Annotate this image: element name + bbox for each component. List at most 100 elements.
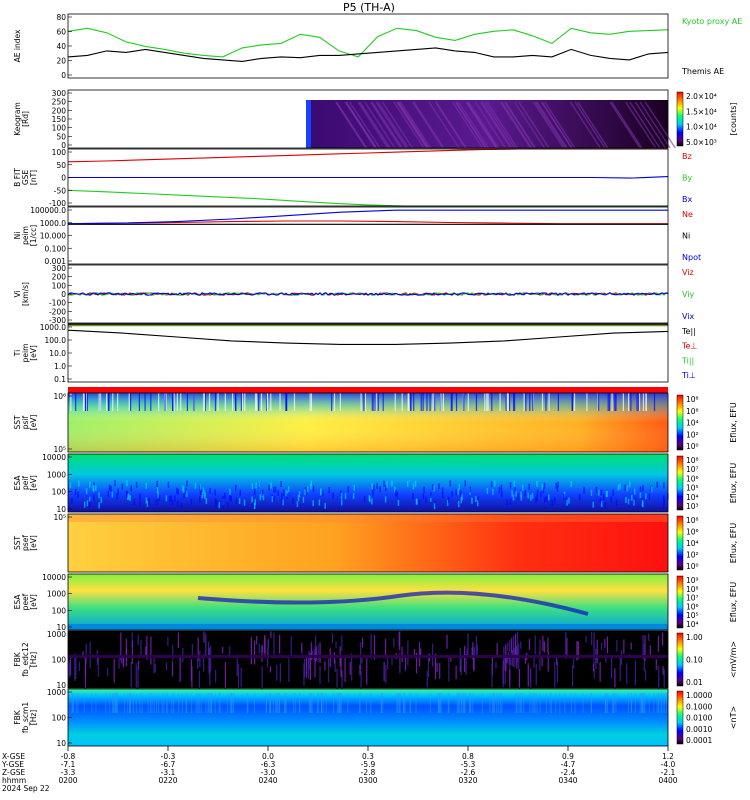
fbk-b-stripe	[253, 693, 255, 713]
sst-ion-stripe	[309, 393, 311, 411]
fbk-b-stripe	[147, 693, 149, 713]
fbk-b-stripe	[185, 693, 187, 713]
fbk-e-burst	[415, 652, 418, 674]
temperature-legend-1: Te⊥	[681, 342, 697, 351]
fbk-e-burst	[209, 664, 211, 686]
esa-ion-noise	[625, 496, 627, 503]
esa-ion-noise	[441, 487, 444, 494]
fbk-e-burst	[84, 655, 87, 677]
temperature-ytick-label: 1.0	[54, 362, 66, 371]
esa-ion-noise	[371, 483, 374, 490]
fbk-b-stripe	[494, 693, 496, 713]
fbk-e-burst	[512, 648, 515, 660]
fbk-e-burst	[341, 670, 343, 691]
temperature-legend-2: Ti||	[681, 356, 694, 365]
sst-ion-stripe	[82, 393, 85, 411]
fbk-e-burst	[604, 638, 606, 648]
esa-ion-noise	[202, 487, 205, 494]
fbk-b-stripe	[491, 693, 493, 713]
sst-ion-stripe	[636, 393, 638, 411]
fbk-b-stripe	[551, 693, 553, 713]
esa-ion-noise	[433, 485, 435, 492]
fbk-b-stripe	[574, 693, 576, 713]
density-legend-0: Ne	[682, 210, 693, 219]
sst-ion-stripe	[240, 393, 243, 411]
fbk-b-stripe	[272, 693, 274, 713]
esa_ion-ylabel-0: ESA	[13, 475, 22, 491]
esa-ion-noise	[133, 499, 136, 506]
bfield-ytick-label: 100	[52, 148, 67, 157]
fbk_e-ylabel-2: [Hz]	[29, 652, 38, 668]
fbk-b-stripe	[630, 693, 632, 713]
esa-ion-noise	[286, 493, 289, 500]
esa-ion-noise	[446, 500, 449, 507]
density-ytick-label: 10.000	[40, 232, 66, 241]
esa-ion-noise	[460, 497, 463, 504]
fbk-b-stripe	[72, 693, 74, 713]
sst-ion-stripe	[203, 393, 205, 411]
fbk-b-stripe	[214, 693, 216, 713]
fbk-e-burst	[384, 638, 387, 659]
fbk-e-burst	[450, 655, 452, 662]
esa-ion-noise	[624, 484, 627, 491]
fbk-e-burst	[507, 642, 509, 651]
esa-ion-noise	[634, 497, 636, 504]
keogram-streak	[500, 101, 533, 149]
fbk-e-burst	[439, 662, 441, 679]
sst_ion-colorbar-bar	[676, 394, 684, 451]
temperature-frame	[67, 323, 669, 383]
esa-ion-noise	[543, 482, 546, 489]
fbk_b-colorbar-tick: 0.0001	[686, 736, 712, 745]
x-tick-label: -0.3	[161, 752, 176, 761]
esa-ion-noise	[626, 485, 628, 492]
x-tick-label: 0.3	[362, 752, 374, 761]
keogram-streak	[483, 101, 516, 149]
keogram-streak	[413, 101, 445, 149]
temperature-ylabel-1: peim	[21, 344, 30, 363]
sst-ion-stripe	[83, 393, 85, 411]
fbk-e-burst	[385, 664, 387, 684]
sst-ion-stripe	[193, 393, 195, 411]
fbk-b-stripe	[116, 693, 118, 713]
esa-ion-noise	[88, 501, 90, 508]
fbk-e-burst	[288, 658, 290, 682]
esa-ion-noise	[459, 490, 462, 497]
fbk-e-burst	[315, 646, 317, 661]
esa-ion-noise	[116, 493, 118, 500]
fbk-e-burst	[202, 653, 205, 672]
sst_elec-ytick-label: 10⁵	[53, 513, 66, 522]
sst-ion-stripe	[429, 393, 431, 411]
fbk-e-burst	[496, 643, 498, 657]
fbk-b-stripe	[71, 693, 73, 713]
fbk-b-stripe	[153, 693, 155, 713]
fbk-e-burst	[662, 632, 664, 646]
ae-series-1	[67, 47, 669, 62]
fbk-e-burst	[373, 634, 376, 660]
fbk_e-colorbar-bar	[676, 632, 684, 687]
fbk-b-stripe	[95, 693, 97, 713]
sst-ion-stripe	[112, 393, 114, 411]
esa-ion-noise	[458, 483, 460, 490]
fbk-b-stripe	[398, 693, 400, 713]
esa-ion-noise	[592, 501, 595, 508]
fbk-e-burst	[279, 663, 281, 683]
esa-ion-noise	[320, 489, 322, 496]
keogram-ylabel-0: Keogram	[13, 102, 22, 136]
keogram-ytick-label: 200	[52, 106, 67, 115]
fbk-b-stripe	[294, 693, 296, 713]
fbk_e-heatmap-bg	[68, 631, 668, 688]
fbk-e-burst	[513, 635, 515, 654]
esa-ion-noise	[347, 486, 350, 493]
fbk-e-burst	[511, 637, 513, 653]
density-ylabel-0: Ni	[13, 232, 22, 240]
esa-ion-noise	[296, 501, 299, 508]
fbk-e-burst	[472, 654, 475, 670]
velocity-ytick-label: 200	[52, 273, 67, 282]
fbk-b-stripe	[166, 693, 168, 713]
esa-ion-noise	[77, 491, 79, 498]
esa-ion-noise	[251, 483, 254, 490]
velocity-ytick-label: -100	[49, 299, 66, 308]
fbk-e-burst	[236, 654, 238, 677]
x-tick-label: 0340	[558, 776, 577, 785]
